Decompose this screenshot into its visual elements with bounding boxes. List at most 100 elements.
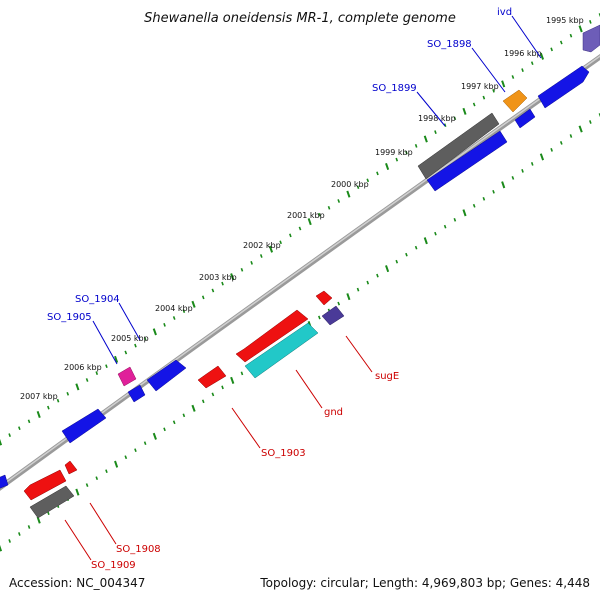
track-dot [443, 123, 447, 128]
track-dot [356, 185, 360, 190]
track-dot [395, 157, 399, 162]
tick-label: 1999 kbp [375, 148, 413, 157]
gene-arrow[interactable] [417, 112, 500, 180]
gene-arrow[interactable] [146, 359, 187, 392]
label-leaders [64, 15, 542, 561]
track-dot [530, 61, 534, 66]
track-dot [346, 190, 351, 198]
gene-arrow[interactable] [321, 305, 345, 326]
tick-label: 2004 kbp [155, 304, 193, 313]
kbp-ticks: 1995 kbp 1996 kbp 1997 kbp 1998 kbp 1999… [20, 16, 584, 401]
gene-arrow[interactable] [426, 130, 508, 192]
dotted-tracks [0, 13, 600, 552]
track-dot [0, 544, 3, 552]
gene-label-gnd[interactable]: gnd [324, 407, 343, 418]
gene-arrow[interactable] [64, 460, 78, 475]
track-dot [414, 144, 418, 148]
track-dot [18, 532, 21, 536]
track-dot [152, 432, 157, 440]
track-dot [356, 287, 360, 292]
gene-arrow[interactable] [117, 366, 137, 387]
track-dot [472, 102, 476, 107]
track-dot [134, 448, 137, 453]
track-dot [172, 316, 176, 320]
track-dot [539, 153, 545, 161]
track-dot [385, 162, 390, 171]
track-dot [240, 371, 244, 376]
track-dot [105, 364, 108, 369]
gene-arrow[interactable] [582, 24, 600, 53]
track-dot [559, 141, 563, 145]
track-dot [385, 265, 390, 273]
track-dot [376, 171, 379, 176]
track-dot [395, 259, 399, 264]
track-dot [423, 237, 428, 245]
track-dot [589, 20, 592, 24]
track-dot [550, 47, 553, 52]
gene-label-so-1898[interactable]: SO_1898 [427, 39, 472, 50]
track-dot [105, 469, 108, 474]
gene-arrow[interactable] [23, 469, 67, 501]
track-dot [27, 419, 31, 424]
gene-label-suge[interactable]: sugE [375, 371, 399, 382]
track-dot [163, 323, 166, 327]
tick-label: 1997 kbp [461, 82, 499, 91]
track-dot [211, 288, 215, 293]
track-dot [268, 245, 274, 253]
track-dot [201, 295, 205, 300]
track-dot [240, 267, 244, 272]
tick-label: 1996 kbp [504, 49, 542, 58]
track-dot [152, 328, 157, 336]
gene-arrow[interactable] [244, 322, 319, 379]
gene-label-so-1908[interactable]: SO_1908 [116, 544, 161, 555]
gene-label-so-1899[interactable]: SO_1899 [372, 83, 417, 94]
track-dot [569, 33, 573, 38]
gene-arrow[interactable] [61, 408, 107, 444]
track-dot [414, 245, 418, 250]
tick-label: 1995 kbp [546, 16, 584, 25]
track-dot [124, 455, 128, 460]
gene-label-ivd[interactable]: ivd [497, 7, 512, 18]
track-dot [182, 309, 186, 313]
track-dot [182, 413, 186, 418]
track-dot [95, 371, 99, 375]
track-dot [318, 315, 321, 320]
gene-label-so-1903[interactable]: SO_1903 [261, 448, 306, 459]
track-dot [114, 355, 119, 363]
gene-arrow[interactable] [235, 309, 309, 363]
accession-text: Accession: NC_004347 [9, 576, 145, 590]
track-dot [472, 203, 476, 208]
gene-label-so-1905[interactable]: SO_1905 [47, 312, 92, 323]
track-dot [124, 350, 128, 355]
gene-labels: ivd SO_1898 SO_1899 SO_1904 SO_1905 sugE… [47, 7, 512, 571]
gene-arrow[interactable] [502, 89, 528, 113]
track-dot [191, 404, 196, 412]
gene-arrow[interactable] [315, 290, 333, 306]
gene-label-so-1909[interactable]: SO_1909 [91, 560, 136, 571]
topology-summary: Topology: circular; Length: 4,969,803 bp… [259, 576, 590, 590]
track-dot [56, 398, 60, 403]
track-dot [453, 217, 457, 222]
track-dot [530, 162, 534, 166]
track-dot [114, 460, 119, 468]
track-dot [434, 130, 437, 134]
gene-label-so-1904[interactable]: SO_1904 [75, 294, 120, 305]
track-dot [550, 148, 553, 152]
track-dot [95, 476, 99, 481]
track-dot [559, 40, 563, 45]
gene-arrow[interactable] [197, 365, 227, 389]
gene-arrow[interactable] [29, 485, 75, 519]
gene-arrow[interactable] [0, 474, 9, 489]
track-dot [569, 134, 573, 138]
track-dot [327, 205, 331, 210]
track-dot [8, 539, 11, 543]
track-dot [337, 199, 341, 203]
track-dot [211, 392, 215, 397]
track-dot [492, 189, 495, 194]
gene-arrow[interactable] [514, 108, 536, 129]
gene-arrow[interactable] [127, 384, 146, 403]
gene-arrow[interactable] [537, 65, 590, 109]
track-dot [366, 280, 370, 285]
track-dot [250, 261, 253, 265]
